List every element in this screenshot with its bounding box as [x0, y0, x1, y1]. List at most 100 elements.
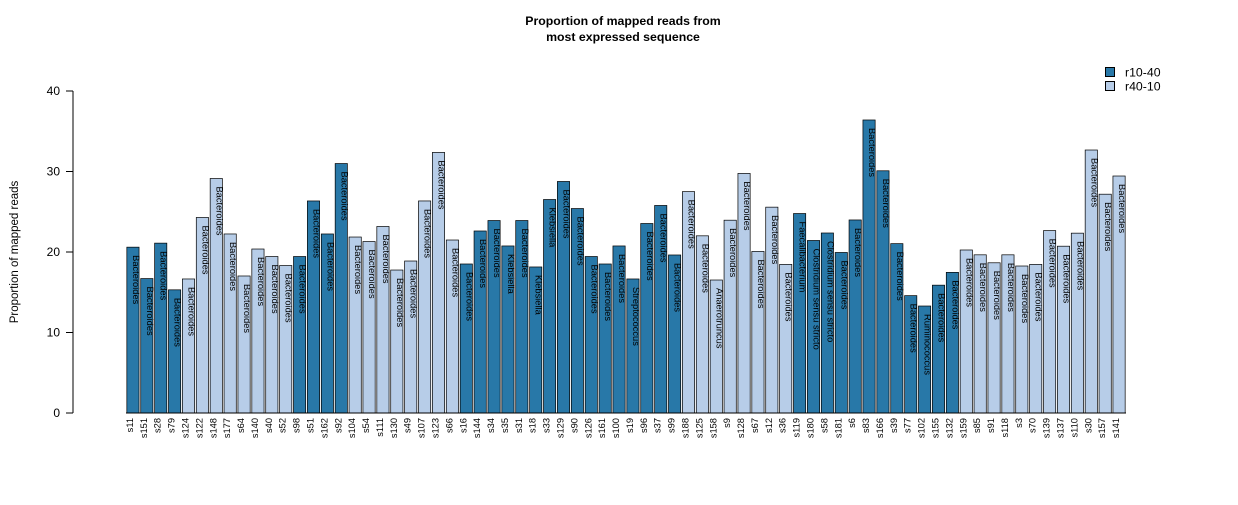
svg-text:Bacteroides: Bacteroides	[784, 272, 794, 321]
svg-text:Bacteroides: Bacteroides	[450, 248, 460, 297]
svg-text:Bacteroides: Bacteroides	[978, 263, 988, 312]
svg-text:s128: s128	[736, 418, 746, 438]
svg-text:s67: s67	[750, 418, 760, 433]
svg-text:Bacteroides: Bacteroides	[881, 179, 891, 228]
svg-text:s37: s37	[653, 418, 663, 433]
svg-text:0: 0	[53, 406, 60, 420]
svg-text:s11: s11	[125, 418, 135, 432]
svg-text:s19: s19	[625, 418, 635, 433]
svg-text:s77: s77	[903, 418, 913, 433]
svg-text:s52: s52	[278, 418, 288, 433]
svg-text:s3: s3	[1014, 418, 1024, 428]
svg-text:Bacteroides: Bacteroides	[423, 209, 433, 258]
svg-text:Bacteroides: Bacteroides	[200, 225, 210, 274]
svg-text:Bacteroides: Bacteroides	[728, 228, 738, 277]
svg-text:Bacteroides: Bacteroides	[1062, 254, 1072, 303]
svg-text:Bacteroides: Bacteroides	[228, 242, 238, 291]
svg-text:Klebsiella: Klebsiella	[534, 275, 544, 316]
svg-text:s104: s104	[347, 418, 357, 438]
svg-text:20: 20	[47, 245, 61, 259]
svg-text:Bacteroides: Bacteroides	[756, 259, 766, 308]
svg-text:Klebsiella: Klebsiella	[548, 208, 558, 249]
svg-text:r10-40: r10-40	[1125, 65, 1161, 79]
svg-text:s111: s111	[375, 418, 385, 437]
svg-text:Bacteroides: Bacteroides	[950, 280, 960, 329]
svg-text:s31: s31	[514, 418, 524, 433]
svg-text:Bacteroides: Bacteroides	[645, 232, 655, 281]
svg-text:s130: s130	[389, 418, 399, 438]
svg-text:s123: s123	[431, 418, 441, 438]
svg-text:Bacteroides: Bacteroides	[589, 265, 599, 314]
svg-text:s188: s188	[681, 418, 691, 438]
svg-text:s58: s58	[819, 418, 829, 433]
svg-text:s66: s66	[444, 418, 454, 433]
svg-text:s177: s177	[222, 418, 232, 438]
svg-text:s157: s157	[1097, 418, 1107, 438]
svg-text:Bacteroides: Bacteroides	[159, 251, 169, 300]
svg-text:Bacteroides: Bacteroides	[603, 272, 613, 321]
svg-text:s36: s36	[778, 418, 788, 433]
svg-text:Bacteroides: Bacteroides	[1103, 202, 1113, 251]
svg-text:s85: s85	[972, 418, 982, 433]
svg-text:Bacteroides: Bacteroides	[687, 200, 697, 249]
svg-text:s100: s100	[611, 418, 621, 438]
svg-text:s79: s79	[167, 418, 177, 433]
svg-text:Bacteroides: Bacteroides	[673, 263, 683, 312]
svg-text:Faecalibacterium: Faecalibacterium	[798, 222, 808, 293]
svg-text:Bacteroides: Bacteroides	[617, 254, 627, 303]
svg-text:Clostridium sensu stricto: Clostridium sensu stricto	[825, 241, 835, 342]
svg-text:s6: s6	[847, 418, 857, 428]
svg-text:Klebsiella: Klebsiella	[506, 254, 516, 295]
svg-text:Bacteroides: Bacteroides	[173, 298, 183, 347]
svg-text:s30: s30	[1083, 418, 1093, 433]
svg-text:s28: s28	[153, 418, 163, 433]
svg-text:s64: s64	[236, 418, 246, 433]
svg-text:s98: s98	[292, 418, 302, 433]
svg-text:30: 30	[47, 165, 61, 179]
svg-text:Bacteroides: Bacteroides	[409, 269, 419, 318]
svg-text:Streptococcus: Streptococcus	[631, 287, 641, 346]
svg-text:s132: s132	[944, 418, 954, 438]
svg-text:Bacteroides: Bacteroides	[312, 209, 322, 258]
svg-text:s91: s91	[986, 418, 996, 433]
svg-text:Bacteroides: Bacteroides	[270, 265, 280, 314]
svg-text:s102: s102	[917, 418, 927, 438]
svg-text:s35: s35	[500, 418, 510, 433]
svg-text:Bacteroides: Bacteroides	[1075, 241, 1085, 290]
svg-text:Bacteroides: Bacteroides	[395, 278, 405, 327]
svg-text:s107: s107	[417, 418, 427, 438]
svg-text:s180: s180	[806, 418, 816, 438]
svg-text:s122: s122	[194, 418, 204, 438]
svg-text:s141: s141	[1111, 418, 1121, 438]
svg-text:s161: s161	[597, 418, 607, 438]
svg-text:Bacteroides: Bacteroides	[367, 250, 377, 299]
svg-text:10: 10	[47, 326, 61, 340]
svg-text:Proportion of mapped reads: Proportion of mapped reads	[9, 180, 21, 323]
svg-text:s166: s166	[875, 418, 885, 438]
svg-text:s90: s90	[569, 418, 579, 433]
svg-text:s9: s9	[722, 418, 732, 428]
svg-text:Bacteroides: Bacteroides	[895, 252, 905, 301]
svg-text:s139: s139	[1042, 418, 1052, 438]
svg-text:Proportion of mapped reads fro: Proportion of mapped reads from	[525, 14, 720, 28]
svg-text:s119: s119	[792, 418, 802, 437]
svg-text:s144: s144	[472, 418, 482, 438]
svg-text:s51: s51	[306, 418, 316, 433]
svg-text:s118: s118	[1000, 418, 1010, 437]
svg-text:Bacteroides: Bacteroides	[298, 265, 308, 314]
svg-text:s92: s92	[333, 418, 343, 433]
svg-text:s83: s83	[861, 418, 871, 433]
svg-text:s39: s39	[889, 418, 899, 433]
svg-text:s96: s96	[639, 418, 649, 433]
svg-text:s99: s99	[667, 418, 677, 433]
svg-text:s151: s151	[139, 418, 149, 438]
svg-text:Bacteroides: Bacteroides	[214, 187, 224, 236]
svg-text:s129: s129	[556, 418, 566, 438]
svg-text:Bacteroides: Bacteroides	[339, 172, 349, 221]
svg-text:Bacteroides: Bacteroides	[381, 234, 391, 283]
svg-text:Bacteroides: Bacteroides	[1020, 274, 1030, 323]
svg-text:s148: s148	[208, 418, 218, 438]
svg-text:s155: s155	[931, 418, 941, 438]
svg-text:s40: s40	[264, 418, 274, 433]
svg-text:Bacteroides: Bacteroides	[700, 244, 710, 293]
